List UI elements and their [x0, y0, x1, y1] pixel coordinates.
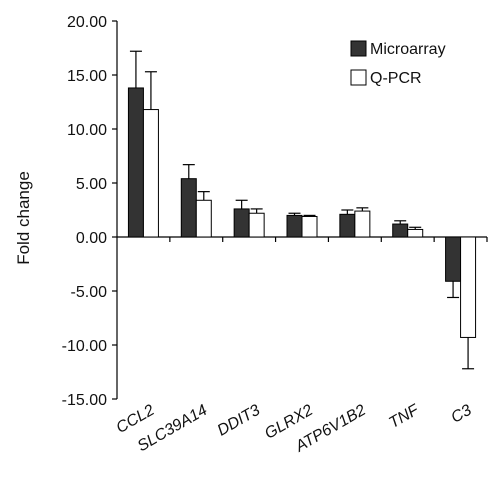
bar-q-pcr-glrx2: [301, 215, 318, 238]
legend-label-microarray: Microarray: [370, 41, 446, 58]
y-tick-label: 20.00: [67, 14, 107, 31]
bar-q-pcr-slc39a14: [195, 199, 212, 238]
legend-label-qpcr: Q-PCR: [370, 70, 422, 87]
bar-microarray-slc39a14: [180, 178, 197, 238]
bar-q-pcr-ccl2: [142, 109, 159, 238]
y-axis-title: Fold change: [14, 171, 33, 265]
x-tick-label: C3: [448, 402, 474, 427]
y-tick-label: 10.00: [67, 122, 107, 139]
bar-q-pcr-c3: [460, 236, 477, 338]
bar-q-pcr-atp6v1b2: [354, 210, 371, 238]
bar-microarray-glrx2: [286, 214, 303, 238]
legend-swatch-qpcr: [350, 69, 367, 86]
y-tick-label: -10.00: [62, 338, 107, 355]
y-tick-label: -5.00: [71, 284, 108, 301]
y-tick-label: 0.00: [76, 230, 107, 247]
bar-q-pcr-tnf: [407, 228, 424, 238]
x-tick-label: TNF: [386, 401, 422, 432]
x-tick-label: DDIT3: [215, 402, 264, 440]
bar-microarray-ddit3: [233, 208, 250, 238]
legend: Microarray Q-PCR: [350, 40, 446, 87]
bar-microarray-atp6v1b2: [339, 213, 356, 238]
bar-microarray-tnf: [392, 223, 409, 238]
bar-microarray-ccl2: [127, 87, 144, 238]
plot-area: 20.00 15.00 10.00 5.00 0.00 -5.00 -10.00 -15.00…: [62, 14, 488, 456]
y-tick-label: 15.00: [67, 68, 107, 85]
y-tick-label: 5.00: [76, 176, 107, 193]
y-tick-label: -15.00: [62, 392, 107, 409]
legend-swatch-microarray: [350, 40, 367, 57]
bar-microarray-c3: [445, 236, 462, 282]
bar-q-pcr-ddit3: [248, 212, 265, 238]
